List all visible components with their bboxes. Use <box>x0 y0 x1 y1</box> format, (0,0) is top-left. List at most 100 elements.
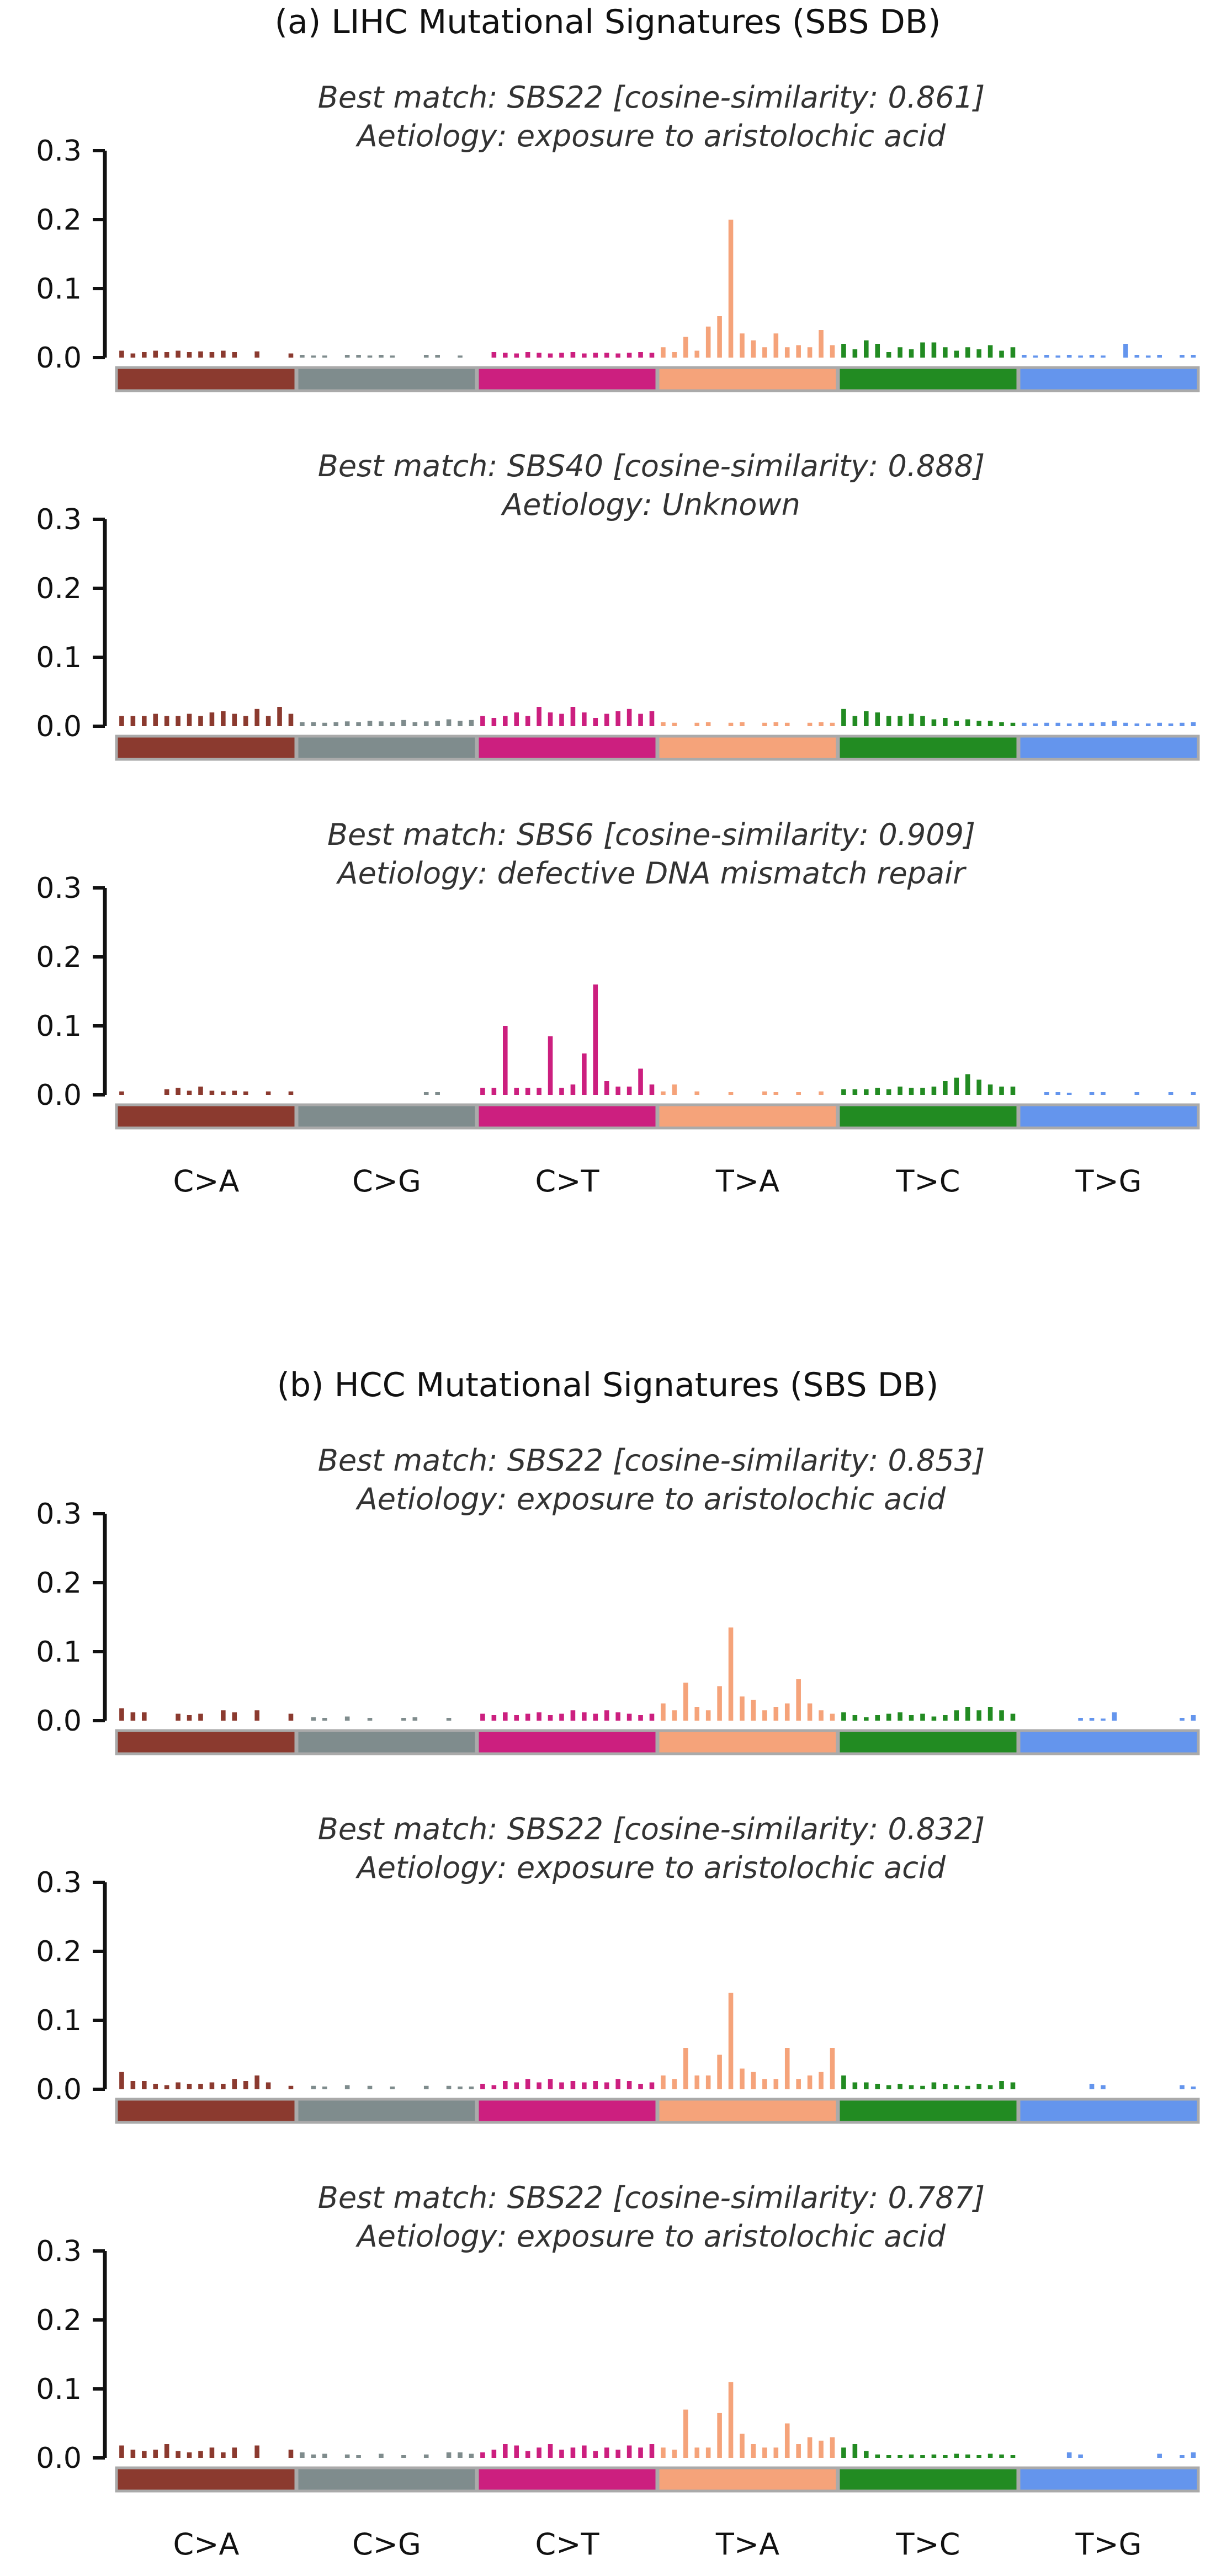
bar <box>265 1091 271 1095</box>
bar <box>638 352 643 358</box>
bar <box>1112 721 1117 726</box>
bar <box>176 2082 180 2089</box>
category-strip <box>1017 366 1200 392</box>
bar <box>976 1079 981 1095</box>
category-strip <box>1017 2466 1200 2493</box>
bar <box>819 722 824 726</box>
bar <box>570 352 576 358</box>
y-tick-label: 0.1 <box>36 1010 82 1043</box>
bar <box>1010 2082 1016 2089</box>
category-strip <box>295 735 478 761</box>
bar <box>864 711 869 726</box>
bar <box>672 2450 677 2458</box>
bar <box>300 722 305 726</box>
bar <box>525 716 530 726</box>
bar <box>1134 723 1140 726</box>
y-tick-label: 0.1 <box>36 1636 82 1669</box>
bar <box>649 1084 655 1095</box>
bar <box>999 722 1004 726</box>
bar <box>1078 355 1083 358</box>
bar <box>243 716 248 726</box>
category-strip <box>656 1103 839 1130</box>
bar <box>1066 2452 1072 2458</box>
bar <box>626 2445 632 2458</box>
bar <box>1055 722 1061 726</box>
bar <box>548 2079 553 2089</box>
bar <box>582 712 587 726</box>
bar <box>841 1712 846 1721</box>
category-strip <box>476 735 659 761</box>
bar <box>841 1089 846 1095</box>
bar <box>705 326 711 358</box>
bar <box>288 2085 294 2089</box>
bar <box>728 220 734 358</box>
bar <box>909 1715 914 1721</box>
bar <box>626 709 632 726</box>
category-strip <box>115 2466 298 2493</box>
bar <box>1157 2453 1162 2458</box>
bar <box>446 2085 452 2089</box>
bar <box>379 2453 384 2458</box>
bar <box>503 716 508 726</box>
bar <box>1180 2455 1185 2458</box>
bar <box>322 722 327 726</box>
bar <box>288 1713 294 1721</box>
bar <box>943 1715 948 1721</box>
bar <box>232 1712 237 1721</box>
bar <box>898 2084 902 2089</box>
bar <box>367 721 373 726</box>
bar <box>142 2451 147 2458</box>
bar <box>1134 1092 1140 1095</box>
bar <box>254 1710 259 1721</box>
bar <box>920 1088 925 1095</box>
bar <box>142 352 147 358</box>
bar <box>604 714 609 726</box>
y-tick-label: 0.2 <box>36 941 82 974</box>
bar <box>311 2085 316 2089</box>
bar <box>593 984 598 1095</box>
bar <box>1168 1092 1173 1095</box>
bar <box>976 721 981 726</box>
bar <box>807 2437 813 2458</box>
category-strip <box>656 735 839 761</box>
panel-title: (a) LIHC Mutational Signatures (SBS DB) <box>275 3 941 41</box>
bar <box>164 2444 169 2458</box>
bar <box>243 2081 248 2089</box>
bar <box>943 1081 948 1095</box>
bar <box>830 1713 835 1721</box>
bar <box>187 2084 192 2089</box>
bar <box>288 2450 294 2458</box>
bar <box>153 350 158 358</box>
bar <box>390 722 395 726</box>
bar <box>694 2447 700 2458</box>
bar <box>796 2444 801 2458</box>
bar <box>412 722 418 726</box>
bar <box>232 2079 237 2089</box>
bar <box>965 2085 970 2089</box>
bar <box>119 2072 124 2089</box>
bar <box>491 1088 497 1095</box>
bar <box>830 2048 835 2089</box>
bar <box>254 709 259 726</box>
category-strip <box>115 366 298 392</box>
bar <box>1101 1092 1106 1095</box>
bar <box>864 340 869 358</box>
bar <box>1089 722 1095 726</box>
bar <box>694 1091 700 1095</box>
y-tick-label: 0.3 <box>36 2235 82 2268</box>
bar <box>661 347 666 358</box>
bar <box>773 722 779 726</box>
bar <box>582 353 587 358</box>
bar <box>198 351 203 358</box>
bar <box>705 2075 711 2089</box>
bar <box>694 722 700 726</box>
bar <box>570 2081 576 2089</box>
bar <box>401 1718 406 1721</box>
bar <box>593 1713 598 1721</box>
bar <box>909 349 914 358</box>
bar <box>728 1627 734 1721</box>
bar <box>819 2440 824 2458</box>
y-tick-label: 0.3 <box>36 503 82 536</box>
bar <box>999 2081 1004 2089</box>
